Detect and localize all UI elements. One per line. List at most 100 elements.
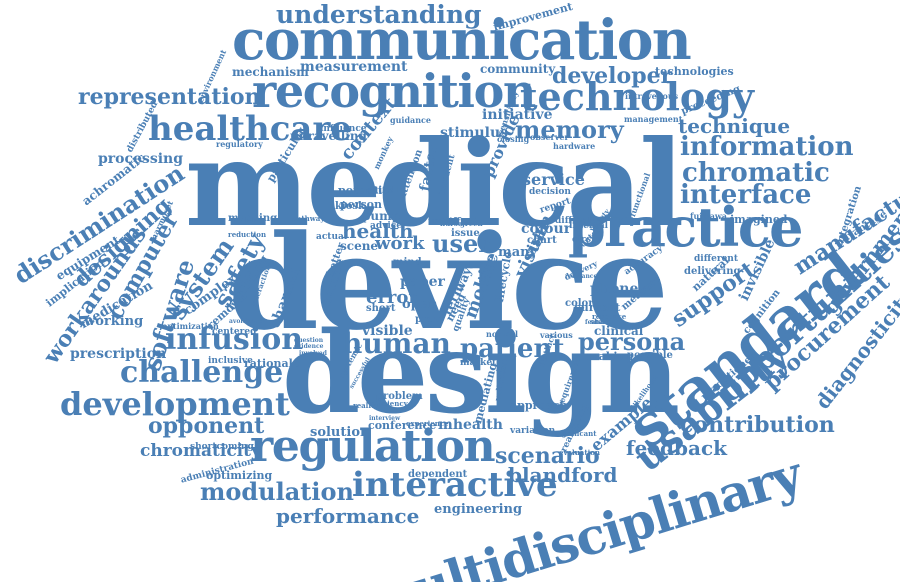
word-development: development: [60, 385, 290, 423]
word-kiosk: kiosk: [335, 201, 365, 212]
word-decision: decision: [529, 187, 571, 197]
word-possible: possible: [627, 350, 673, 361]
word-interview: interview: [369, 415, 401, 422]
word-technologies: technologies: [655, 65, 734, 78]
word-dependent: dependent: [408, 469, 468, 480]
word-unravelling: unravelling: [290, 129, 367, 143]
word-circle: circle: [572, 235, 601, 245]
word-fujisawa: fujisawa: [690, 211, 727, 221]
word-mapping: mapping: [228, 213, 278, 224]
word-problem: problem: [376, 391, 423, 402]
word-reality: reality: [353, 401, 379, 410]
word-visible: visible: [362, 323, 413, 339]
word-initiative: initiative: [482, 107, 553, 123]
word-optimizing: optimizing: [206, 469, 273, 482]
word-issue: issue: [451, 228, 480, 239]
word-chromatic: chromatic: [682, 158, 830, 188]
word-imagined: imagined: [730, 213, 788, 226]
word-potential: potential: [338, 184, 394, 197]
word-mechanism: mechanism: [232, 65, 309, 79]
word-measurement: measurement: [300, 59, 408, 75]
word-colour: colour: [521, 221, 572, 237]
word-chromaticity: chromaticity: [140, 441, 261, 461]
word-evaluation: evaluation: [559, 448, 600, 457]
word-various: various: [540, 330, 573, 340]
word-variation: variation: [510, 426, 556, 436]
word-hardware: hardware: [553, 141, 596, 151]
word-working: working: [84, 314, 144, 329]
word-actual: actual: [316, 232, 348, 242]
word-influence: influence: [320, 124, 367, 134]
word-community: community: [480, 62, 556, 76]
word-chart: chart: [527, 235, 557, 246]
word-recognition: recognition: [252, 64, 536, 118]
word-color: color: [565, 298, 594, 309]
word-human: human: [342, 327, 451, 360]
word-interface: interface: [680, 180, 812, 210]
word-feedback: feedback: [626, 436, 728, 460]
word-current: current: [574, 301, 621, 314]
word-opponent: opponent: [148, 413, 265, 439]
word-centered: centered: [212, 327, 257, 337]
word-question: question: [294, 337, 324, 344]
word-healthcare: healthcare: [148, 109, 352, 149]
word-shortcoming: shortcoming: [190, 442, 254, 452]
word-processing: processing: [98, 151, 183, 167]
word-affect: affect: [446, 217, 478, 228]
word-infusion: infusion: [165, 322, 304, 357]
word-interval: interval: [569, 221, 609, 231]
word-different: different: [694, 254, 738, 264]
word-mind: mind: [393, 257, 422, 268]
word-phone: phone: [590, 281, 639, 297]
word-relevance: relevance: [565, 273, 598, 280]
word-memory: memory: [515, 115, 624, 144]
word-rationale: rationale: [244, 357, 300, 370]
word-error: error: [366, 287, 418, 308]
word-persona: persona: [578, 327, 686, 356]
word-technology: technology: [520, 74, 754, 119]
word-reduction: reduction: [228, 230, 267, 239]
word-experience: experience: [406, 419, 449, 428]
word-pathway: pathway: [292, 214, 325, 223]
word-shared: shared: [590, 317, 617, 326]
word-normal: normal: [486, 329, 519, 339]
word-green: green: [460, 219, 483, 228]
word-prescription: prescription: [70, 346, 167, 362]
word-nurse: nurse: [440, 219, 463, 228]
word-market: market: [460, 358, 497, 368]
word-short: short: [366, 303, 396, 314]
word-patient: patient: [460, 334, 565, 364]
word-design: design: [282, 308, 680, 439]
word-contribution: contribution: [680, 412, 835, 438]
word-practice: practice: [568, 195, 803, 259]
word-intravenous: intravenous: [625, 91, 679, 101]
word-pump: pump: [362, 209, 401, 223]
word-paper: paper: [400, 274, 445, 290]
word-many: many: [498, 245, 538, 260]
word-clinical: clinical: [594, 324, 644, 338]
word-management: management: [624, 114, 683, 124]
word-engineering: engineering: [434, 502, 523, 517]
word-avoidance: avoidance: [229, 318, 263, 325]
word-stimulus: stimulus: [440, 125, 509, 141]
word-mhealth: mhealth: [438, 417, 503, 433]
word-person: person: [340, 198, 383, 211]
word-device: device: [228, 206, 669, 359]
word-significant: significant: [555, 429, 597, 438]
word-representation: representation: [78, 84, 261, 110]
word-regulation: regulation: [250, 421, 496, 472]
word-proc: proc: [415, 314, 441, 325]
word-making: making: [587, 350, 634, 363]
word-efficiency: efficiency: [370, 399, 408, 408]
word-conference: conference: [368, 419, 437, 432]
word-involved: involved: [299, 350, 327, 357]
word-optimization: optimization: [162, 321, 219, 331]
word-user: user: [432, 229, 491, 258]
word-advice: advice: [370, 221, 402, 231]
word-difficult: difficult: [555, 216, 596, 226]
word-regulatory: regulatory: [216, 139, 263, 149]
word-closing: closing: [497, 134, 530, 144]
word-blandford: blandford: [508, 463, 618, 487]
word-approach: approach: [510, 399, 568, 412]
